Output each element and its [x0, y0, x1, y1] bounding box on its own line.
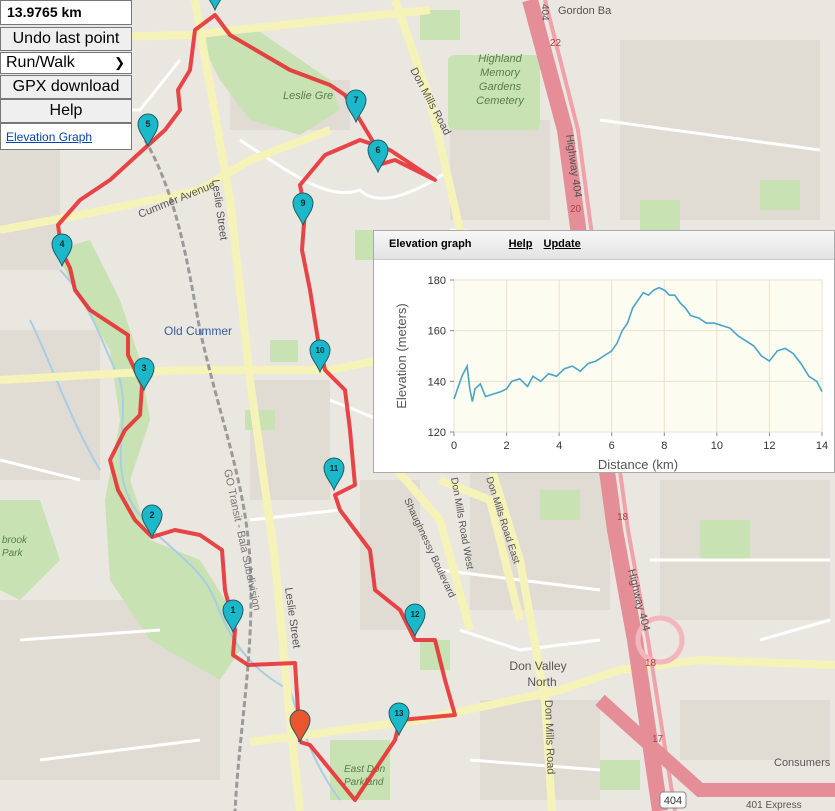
- waypoint-marker-5[interactable]: 5: [137, 113, 159, 148]
- y-tick-label: 140: [428, 376, 446, 388]
- x-axis-label: Distance (km): [598, 457, 678, 472]
- route-path: [56, 13, 457, 802]
- waypoint-marker-3[interactable]: 3: [133, 357, 155, 392]
- waypoint-marker-4[interactable]: 4: [51, 233, 73, 268]
- old-cummer-label: Old Cummer: [164, 324, 232, 338]
- elevation-update-link[interactable]: Update: [543, 238, 581, 250]
- map-pin-icon: [289, 709, 311, 744]
- x-tick-label: 12: [763, 440, 775, 452]
- brook-park-label-1: brook: [2, 535, 28, 546]
- marker-number: 7: [353, 95, 358, 105]
- distance-display: 13.9765 km: [0, 0, 132, 25]
- marker-number: 4: [59, 239, 64, 249]
- waypoint-marker-13[interactable]: 13: [388, 702, 410, 737]
- waypoint-marker-2[interactable]: 2: [141, 504, 163, 539]
- elevation-graph-panel: Elevation graph Help Update 0 2 4 6 8 10 12 14 1…: [373, 230, 835, 473]
- exit-18a-label: 18: [617, 512, 629, 523]
- y-tick-label: 160: [428, 326, 446, 338]
- highway-shield-404: 404: [659, 791, 687, 809]
- y-tick-label: 120: [428, 427, 446, 439]
- don-mills-road-label-bottom: Don Mills Road: [542, 700, 557, 775]
- x-tick-label: 14: [816, 440, 828, 452]
- x-tick-label: 6: [609, 440, 615, 452]
- exit-18b-label: 18: [645, 658, 657, 669]
- exit-22-label: 22: [550, 38, 562, 49]
- railway-line: [143, 139, 253, 811]
- map-pin-icon: [141, 504, 163, 539]
- marker-number: 12: [411, 610, 420, 619]
- x-tick-label: 8: [661, 440, 667, 452]
- leslie-green-label: Leslie Gre: [283, 90, 333, 102]
- map-pin-icon: [222, 599, 244, 634]
- marker-number: 6: [375, 145, 380, 155]
- map-pin-icon: [137, 113, 159, 148]
- waypoint-marker-12[interactable]: 12: [404, 603, 426, 638]
- east-don-label-2: Parkland: [344, 777, 384, 788]
- x-tick-label: 0: [451, 440, 457, 452]
- cemetery-label-3: Gardens: [479, 81, 522, 93]
- elevation-panel-header: Elevation graph Help Update: [374, 231, 834, 260]
- don-valley-north-label-1: Don Valley: [509, 659, 566, 673]
- elevation-graph-link[interactable]: Elevation Graph: [0, 123, 132, 150]
- y-tick-label: 180: [428, 275, 446, 287]
- map-pin-icon: [133, 357, 155, 392]
- elevation-series-line: [453, 286, 823, 402]
- waypoint-marker-10[interactable]: 10: [309, 339, 331, 374]
- marker-number: 2: [149, 510, 154, 520]
- map-pin-icon: [292, 192, 314, 227]
- consumers-label: Consumers: [774, 757, 831, 769]
- help-button[interactable]: Help: [0, 99, 132, 123]
- streams: [29, 269, 341, 801]
- gpx-download-button[interactable]: GPX download: [0, 75, 132, 99]
- waypoint-marker-6[interactable]: 6: [367, 139, 389, 174]
- mode-select[interactable]: Run/Walk ❯: [0, 52, 132, 74]
- map-pin-icon: [323, 457, 345, 492]
- cemetery-label-4: Cemetery: [476, 95, 525, 107]
- map-pin-icon: [51, 233, 73, 268]
- marker-number: 9: [300, 198, 305, 208]
- marker-number: 13: [395, 709, 404, 718]
- end-point-marker[interactable]: [289, 709, 311, 744]
- undo-last-point-button[interactable]: Undo last point: [0, 27, 132, 51]
- waypoint-marker-8[interactable]: 8: [205, 0, 225, 12]
- cemetery-label-2: Memory: [480, 67, 521, 79]
- map-pin-icon: [309, 339, 331, 374]
- cemetery-label-1: Highland: [478, 53, 522, 65]
- highway-404-top-label: 404: [539, 4, 550, 21]
- svg-text:404: 404: [664, 795, 682, 807]
- park-areas: [0, 10, 800, 800]
- brook-park-label-2: Park: [2, 548, 24, 559]
- mode-select-value: Run/Walk: [6, 54, 75, 71]
- elevation-help-link[interactable]: Help: [508, 238, 533, 250]
- gordon-baker-label: Gordon Ba: [558, 5, 612, 17]
- elevation-panel-title: Elevation graph: [389, 238, 472, 250]
- chevron-down-icon: ❯: [114, 55, 125, 70]
- waypoint-marker-1[interactable]: 1: [222, 599, 244, 634]
- exit-17-label: 17: [652, 734, 664, 745]
- marker-number: 3: [141, 363, 146, 373]
- plot-area: [453, 279, 823, 433]
- waypoint-marker-9[interactable]: 9: [292, 192, 314, 227]
- express-label: 401 Express: [746, 800, 802, 811]
- waypoint-marker-7[interactable]: 7: [345, 89, 367, 124]
- x-tick-label: 2: [504, 440, 510, 452]
- map-pin-icon: [208, 0, 222, 12]
- map-pin-icon: [404, 603, 426, 638]
- east-don-label-1: East Don: [344, 764, 386, 775]
- marker-number: 11: [330, 464, 339, 473]
- marker-number: 5: [145, 119, 150, 129]
- x-tick-label: 4: [556, 440, 562, 452]
- y-axis-label: Elevation (meters): [394, 303, 409, 408]
- don-valley-north-label-2: North: [527, 675, 556, 689]
- map-pin-icon: [367, 139, 389, 174]
- elevation-chart: 0 2 4 6 8 10 12 14 120 140 160 180 Distance (km) Elev…: [394, 275, 828, 472]
- map-pin-icon: [345, 89, 367, 124]
- map-pin-icon: [388, 702, 410, 737]
- marker-number: 1: [230, 605, 235, 615]
- waypoint-marker-11[interactable]: 11: [323, 457, 345, 492]
- x-tick-label: 10: [711, 440, 723, 452]
- marker-number: 10: [316, 346, 325, 355]
- exit-20-label: 20: [570, 204, 582, 215]
